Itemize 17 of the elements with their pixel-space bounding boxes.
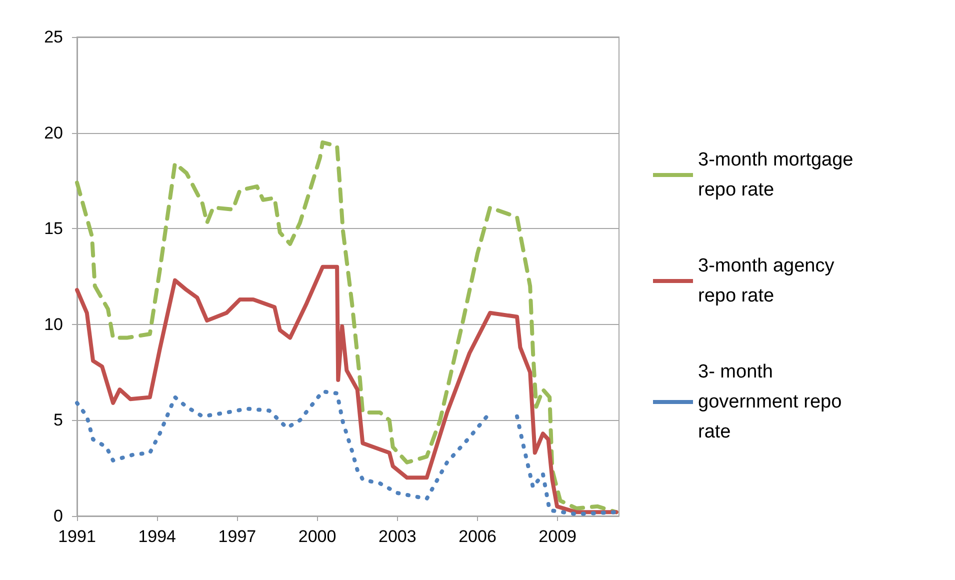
y-tick-label: 25: [44, 28, 63, 46]
legend-label: 3-month agency repo rate: [698, 256, 840, 306]
x-tick-label: 2003: [378, 527, 416, 546]
y-tick-label: 20: [44, 123, 63, 142]
y-tick-label: 10: [44, 314, 63, 334]
x-tick-label: 1997: [218, 527, 256, 546]
x-tick-label: 1991: [58, 527, 96, 546]
y-tick-label: 0: [54, 506, 63, 526]
legend-label: 3-month mortgage repo rate: [698, 150, 859, 200]
line-series: [75, 264, 618, 514]
y-tick-label: 15: [44, 219, 63, 238]
x-tick-label: 2006: [458, 527, 496, 546]
legend-label: 3- month government repo rate: [698, 362, 847, 442]
x-tick-label: 2009: [538, 527, 577, 546]
x-tick-label: 2000: [298, 527, 336, 546]
y-tick-label: 5: [54, 410, 63, 430]
x-tick-label: 1994: [138, 527, 176, 546]
